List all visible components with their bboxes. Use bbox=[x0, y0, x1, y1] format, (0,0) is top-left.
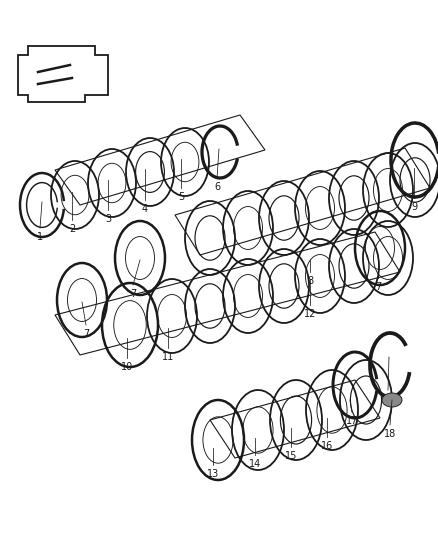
Text: 7: 7 bbox=[375, 282, 381, 292]
Text: 3: 3 bbox=[105, 214, 111, 224]
Text: 5: 5 bbox=[178, 192, 184, 202]
Text: 2: 2 bbox=[69, 224, 75, 234]
Text: 4: 4 bbox=[142, 204, 148, 214]
Text: 8: 8 bbox=[307, 276, 313, 286]
Text: 7: 7 bbox=[130, 289, 136, 299]
Text: 12: 12 bbox=[304, 309, 316, 319]
Text: 10: 10 bbox=[121, 362, 133, 372]
Text: 13: 13 bbox=[207, 469, 219, 479]
Text: 6: 6 bbox=[214, 182, 220, 192]
Ellipse shape bbox=[382, 393, 402, 407]
Text: 9: 9 bbox=[411, 202, 417, 212]
Text: 17: 17 bbox=[346, 416, 358, 426]
Text: 1: 1 bbox=[37, 232, 43, 242]
Text: 16: 16 bbox=[321, 441, 333, 451]
Text: 15: 15 bbox=[285, 451, 297, 461]
Text: 7: 7 bbox=[83, 329, 89, 339]
Text: 11: 11 bbox=[162, 352, 174, 362]
Text: 18: 18 bbox=[384, 429, 396, 439]
Text: 14: 14 bbox=[249, 459, 261, 469]
Text: 19: 19 bbox=[382, 394, 394, 404]
